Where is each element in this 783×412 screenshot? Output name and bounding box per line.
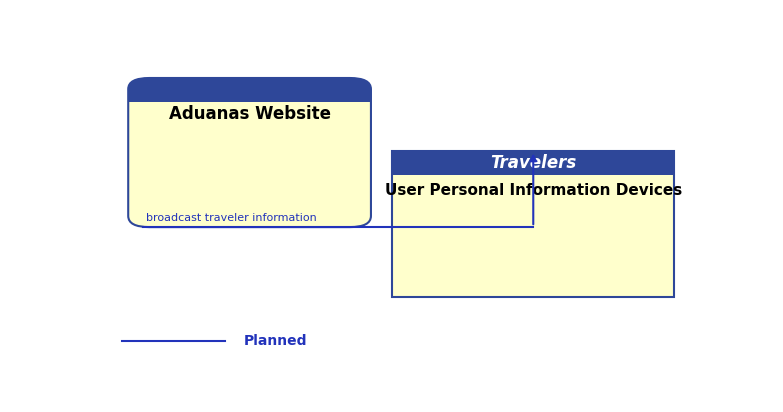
Text: User Personal Information Devices: User Personal Information Devices	[384, 183, 682, 198]
Text: Travelers: Travelers	[490, 154, 576, 172]
Bar	[392, 151, 674, 297]
Bar	[128, 90, 371, 102]
FancyBboxPatch shape	[128, 78, 371, 102]
Bar	[392, 151, 674, 175]
Text: Planned: Planned	[244, 334, 307, 348]
Text: broadcast traveler information: broadcast traveler information	[146, 213, 317, 223]
FancyBboxPatch shape	[128, 78, 371, 227]
Text: Aduanas Website: Aduanas Website	[168, 105, 330, 124]
